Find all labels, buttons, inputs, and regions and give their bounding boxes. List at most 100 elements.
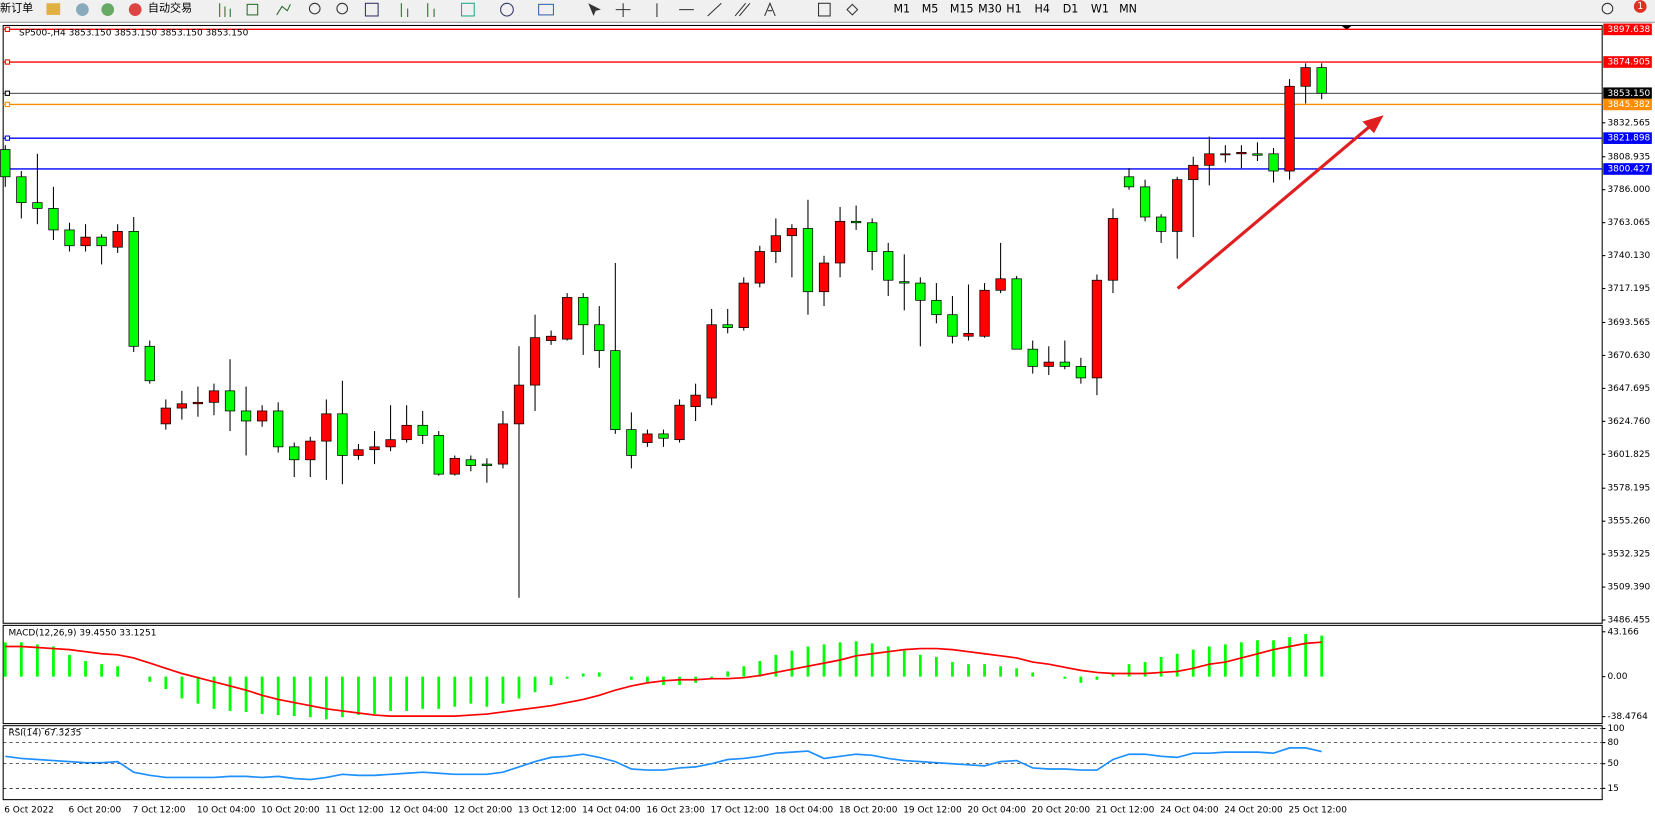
x-tick-label: 10 Oct 20:00: [261, 806, 320, 816]
x-tick-label: 6 Oct 2022: [4, 806, 54, 816]
macd-bar: [1143, 662, 1147, 677]
auto-trading-icon[interactable]: [128, 3, 142, 16]
macd-bar: [116, 666, 120, 677]
y-tick-label: 3786.000: [1607, 185, 1650, 195]
timeframe-button[interactable]: H4: [1035, 3, 1050, 16]
zoom-in[interactable]: [308, 2, 321, 15]
candle-body: [1075, 366, 1086, 379]
timeframe-button[interactable]: W1: [1091, 3, 1109, 16]
candle-body: [385, 439, 396, 448]
candle-body: [144, 345, 155, 382]
toolbar: [0, 0, 1655, 23]
candle-body: [1043, 361, 1054, 367]
candle-body: [337, 413, 348, 456]
arrow-tool[interactable]: [846, 3, 859, 16]
macd-bar: [373, 676, 376, 715]
icon[interactable]: [538, 3, 554, 16]
y-tick-label: 3740.130: [1607, 251, 1650, 261]
candle-body: [1268, 153, 1279, 172]
candle-body: [706, 324, 717, 399]
macd-bar: [212, 676, 216, 709]
candle-body: [481, 463, 493, 466]
x-tick-label: 7 Oct 12:00: [133, 806, 186, 816]
text-tool[interactable]: [817, 2, 831, 17]
timeframe-button[interactable]: H1: [1006, 3, 1021, 16]
cursor-tool[interactable]: [588, 3, 601, 16]
candle-body: [513, 384, 525, 425]
candle-body: [786, 228, 798, 237]
y-tick-label: 3578.195: [1607, 484, 1650, 494]
macd-bar: [1127, 664, 1131, 677]
macd-bar: [951, 662, 954, 677]
notification-badge[interactable]: [1633, 0, 1647, 13]
y-tick-label: 3647.695: [1607, 384, 1650, 394]
y-tick-label: 50: [1607, 759, 1619, 769]
macd-bar: [790, 650, 794, 677]
timeframe-button[interactable]: D1: [1063, 3, 1079, 16]
trend-tool[interactable]: [707, 2, 722, 17]
macd-bar: [100, 664, 103, 677]
macd-bar: [180, 676, 184, 699]
macd-bar: [999, 666, 1002, 677]
macd-bar: [405, 676, 408, 711]
macd-bar: [148, 676, 152, 682]
y-tick-label: 3624.760: [1607, 417, 1650, 427]
macd-bar: [485, 676, 489, 707]
timeframe-button[interactable]: M5: [922, 3, 939, 16]
icon[interactable]: [76, 3, 89, 16]
candle-body: [738, 282, 749, 328]
candle-body: [867, 222, 878, 252]
macd-bar: [1272, 640, 1275, 677]
zoom-out[interactable]: [336, 2, 349, 15]
y-tick-label: 3670.630: [1607, 351, 1650, 361]
macd-bar: [806, 646, 810, 677]
candle-body: [883, 251, 894, 281]
icon[interactable]: [219, 3, 231, 18]
x-tick-label: 19 Oct 12:00: [903, 806, 962, 816]
macd-bar: [726, 671, 730, 677]
timeframe-button[interactable]: M30: [978, 3, 1002, 16]
crosshair-tool[interactable]: [615, 3, 631, 18]
candle-body: [1123, 176, 1135, 188]
icon[interactable]: [427, 3, 435, 18]
macd-bar: [742, 666, 746, 677]
macd-bar: [437, 676, 441, 709]
candle-body: [722, 324, 733, 328]
line-anchor: [4, 90, 11, 96]
timeframe-button[interactable]: M1: [894, 3, 911, 16]
new-order-button[interactable]: 新订单: [0, 1, 33, 15]
main-title: SP500-,H4 3853.150 3853.150 3853.150 385…: [19, 28, 249, 38]
x-tick-label: 13 Oct 12:00: [518, 806, 577, 816]
candle-body: [224, 390, 236, 412]
icon[interactable]: [461, 2, 475, 17]
timeframe-button[interactable]: MN: [1119, 3, 1137, 16]
icon[interactable]: [500, 2, 514, 17]
icon[interactable]: [46, 3, 61, 15]
fibo-tool[interactable]: [764, 1, 776, 17]
x-tick-label: 14 Oct 04:00: [582, 806, 641, 816]
price-tag-label: 3897.638: [1607, 25, 1650, 35]
candle-body: [562, 297, 573, 340]
macd-bar: [244, 676, 248, 712]
auto-trading-button[interactable]: 自动交易: [148, 1, 192, 15]
y-tick-label: 3532.325: [1607, 550, 1650, 560]
icon[interactable]: [400, 3, 409, 18]
candle-body: [160, 407, 171, 425]
timeframe-button[interactable]: M15: [950, 3, 974, 16]
candle-body: [770, 235, 781, 252]
candle-body: [369, 446, 380, 451]
candle-body: [642, 433, 653, 443]
icon[interactable]: [246, 3, 259, 16]
icon[interactable]: [276, 4, 291, 16]
channel-tool[interactable]: [734, 2, 751, 17]
price-tag: [1603, 87, 1652, 100]
line-anchor: [4, 59, 11, 65]
macd-bar: [565, 676, 569, 679]
candle-body: [497, 423, 509, 465]
candle-body: [417, 424, 428, 436]
icon[interactable]: [364, 2, 379, 17]
search-icon[interactable]: [1601, 2, 1614, 15]
macd-bar: [421, 676, 425, 709]
icon[interactable]: [101, 3, 115, 16]
candle-body: [1220, 153, 1231, 156]
